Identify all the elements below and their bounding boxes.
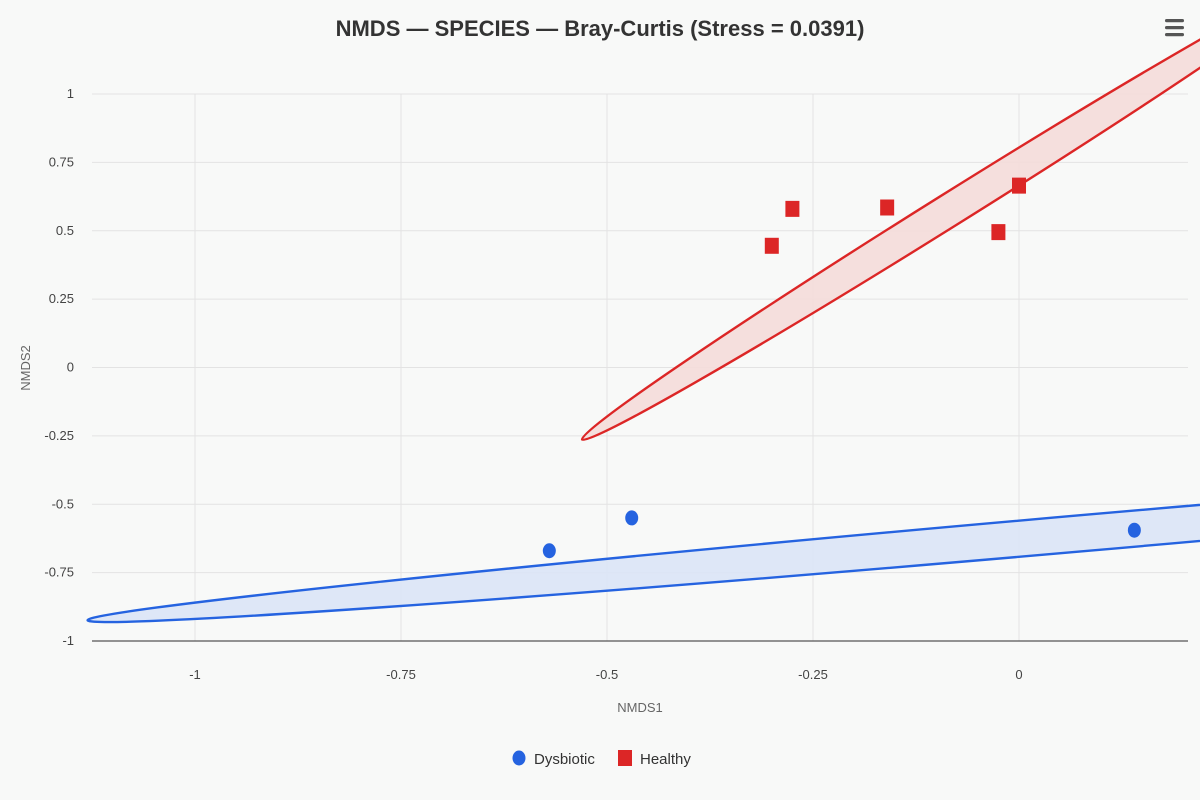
ellipse-dysbiotic [86,442,1200,624]
y-tick-label: 0.25 [49,291,74,306]
y-tick-label: 1 [67,86,74,101]
point-healthy[interactable] [764,237,779,254]
y-axis-title: NMDS2 [18,345,33,391]
legend-circle-marker [512,750,526,766]
legend-label-dysbiotic: Dysbiotic [534,751,595,768]
legend: Dysbiotic Healthy [512,750,691,769]
x-axis-title: NMDS1 [617,700,663,715]
ellipse-healthy [580,0,1200,442]
axes: 1 0.75 0.5 0.25 0 -0.25 -0.5 -0.75 -1 -1 -0.75 -0.5… [44,86,1188,682]
y-tick-label: -0.5 [52,496,74,511]
point-healthy[interactable] [880,199,895,216]
y-tick-label: 0.75 [49,154,74,169]
x-tick-label: 0 [1015,667,1022,682]
point-dysbiotic[interactable] [625,510,639,526]
y-tick-label: -0.75 [44,565,74,580]
hamburger-menu-icon [1165,19,1184,37]
point-dysbiotic[interactable] [1127,522,1141,538]
grid-lines [92,93,1188,641]
x-tick-label: -0.5 [596,667,618,682]
y-tick-label: -1 [62,633,74,648]
chart-menu-button[interactable] [1161,13,1189,41]
legend-label-healthy: Healthy [640,751,691,768]
point-healthy[interactable] [785,200,800,217]
x-tick-label: -0.25 [798,667,828,682]
y-tick-label: 0 [67,360,74,375]
confidence-ellipses [86,0,1200,624]
point-healthy[interactable] [991,224,1006,241]
data-points [542,177,1141,559]
legend-square-marker [618,750,632,766]
chart-title: NMDS — SPECIES — Bray-Curtis (Stress = 0… [336,16,865,41]
x-tick-label: -1 [189,667,201,682]
point-dysbiotic[interactable] [542,543,556,559]
legend-item-dysbiotic[interactable]: Dysbiotic [512,750,596,769]
legend-item-healthy[interactable]: Healthy [618,750,691,768]
y-tick-label: 0.5 [56,223,74,238]
x-tick-label: -0.75 [386,667,416,682]
y-tick-label: -0.25 [44,428,74,443]
point-healthy[interactable] [1012,177,1026,194]
